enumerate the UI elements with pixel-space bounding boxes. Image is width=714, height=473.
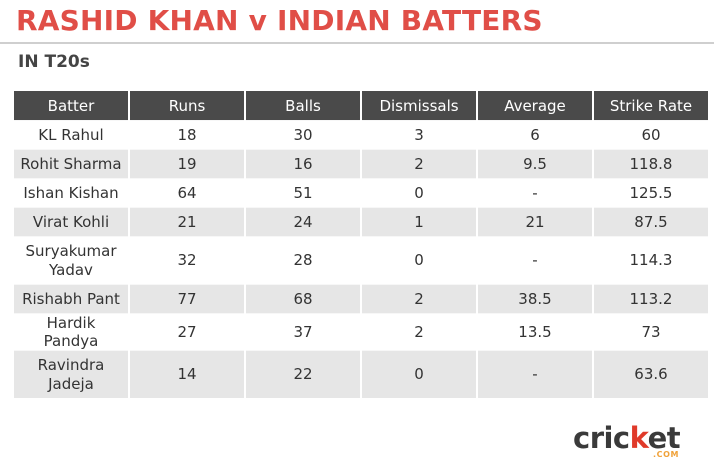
- batter-cell: KL Rahul: [14, 120, 128, 149]
- balls-cell: 68: [246, 284, 360, 313]
- page-subtitle: IN T20s: [18, 52, 90, 72]
- runs-cell: 64: [130, 178, 244, 207]
- header-balls: Balls: [246, 91, 360, 120]
- average-cell: 38.5: [478, 284, 592, 313]
- page-title: RASHID KHAN v INDIAN BATTERS: [16, 4, 543, 37]
- logo-text-end: et: [647, 421, 681, 455]
- average-cell: 9.5: [478, 149, 592, 178]
- dismissals-cell: 0: [362, 178, 476, 207]
- dismissals-cell: 3: [362, 120, 476, 149]
- average-cell: -: [478, 350, 592, 398]
- strike-rate-cell: 113.2: [594, 284, 708, 313]
- average-cell: -: [478, 236, 592, 284]
- balls-cell: 16: [246, 149, 360, 178]
- header-strike-rate: Strike Rate: [594, 91, 708, 120]
- table-header-row: Batter Runs Balls Dismissals Average Str…: [14, 91, 708, 120]
- logo-text-accent: k: [629, 421, 649, 455]
- batter-cell: Ishan Kishan: [14, 178, 128, 207]
- strike-rate-cell: 118.8: [594, 149, 708, 178]
- strike-rate-cell: 87.5: [594, 207, 708, 236]
- strike-rate-cell: 73: [594, 313, 708, 350]
- table-row: Suryakumar Yadav 32 28 0 - 114.3: [14, 236, 708, 284]
- batter-cell: Suryakumar Yadav: [14, 236, 128, 284]
- dismissals-cell: 0: [362, 236, 476, 284]
- header-runs: Runs: [130, 91, 244, 120]
- stats-table: Batter Runs Balls Dismissals Average Str…: [12, 91, 710, 398]
- header-batter: Batter: [14, 91, 128, 120]
- balls-cell: 28: [246, 236, 360, 284]
- batter-cell: Hardik Pandya: [14, 313, 128, 350]
- table-row: Ravindra Jadeja 14 22 0 - 63.6: [14, 350, 708, 398]
- batter-cell: Virat Kohli: [14, 207, 128, 236]
- dismissals-cell: 2: [362, 149, 476, 178]
- average-cell: 21: [478, 207, 592, 236]
- average-cell: 6: [478, 120, 592, 149]
- balls-cell: 24: [246, 207, 360, 236]
- title-divider: [0, 42, 714, 44]
- dismissals-cell: 2: [362, 284, 476, 313]
- header-dismissals: Dismissals: [362, 91, 476, 120]
- logo-domain: .COM: [653, 450, 680, 459]
- balls-cell: 51: [246, 178, 360, 207]
- brand-logo: cricket .COM: [573, 421, 681, 459]
- batter-cell: Ravindra Jadeja: [14, 350, 128, 398]
- runs-cell: 27: [130, 313, 244, 350]
- strike-rate-cell: 60: [594, 120, 708, 149]
- dismissals-cell: 1: [362, 207, 476, 236]
- runs-cell: 32: [130, 236, 244, 284]
- balls-cell: 37: [246, 313, 360, 350]
- runs-cell: 77: [130, 284, 244, 313]
- batter-cell: Rohit Sharma: [14, 149, 128, 178]
- strike-rate-cell: 125.5: [594, 178, 708, 207]
- header-average: Average: [478, 91, 592, 120]
- table-row: Rishabh Pant 77 68 2 38.5 113.2: [14, 284, 708, 313]
- balls-cell: 30: [246, 120, 360, 149]
- table-row: Rohit Sharma 19 16 2 9.5 118.8: [14, 149, 708, 178]
- table-row: Ishan Kishan 64 51 0 - 125.5: [14, 178, 708, 207]
- batter-cell: Rishabh Pant: [14, 284, 128, 313]
- strike-rate-cell: 114.3: [594, 236, 708, 284]
- runs-cell: 21: [130, 207, 244, 236]
- average-cell: 13.5: [478, 313, 592, 350]
- table-row: Virat Kohli 21 24 1 21 87.5: [14, 207, 708, 236]
- runs-cell: 18: [130, 120, 244, 149]
- dismissals-cell: 2: [362, 313, 476, 350]
- table-row: KL Rahul 18 30 3 6 60: [14, 120, 708, 149]
- average-cell: -: [478, 178, 592, 207]
- table-row: Hardik Pandya 27 37 2 13.5 73: [14, 313, 708, 350]
- runs-cell: 19: [130, 149, 244, 178]
- balls-cell: 22: [246, 350, 360, 398]
- runs-cell: 14: [130, 350, 244, 398]
- strike-rate-cell: 63.6: [594, 350, 708, 398]
- logo-text-start: cric: [573, 421, 630, 455]
- dismissals-cell: 0: [362, 350, 476, 398]
